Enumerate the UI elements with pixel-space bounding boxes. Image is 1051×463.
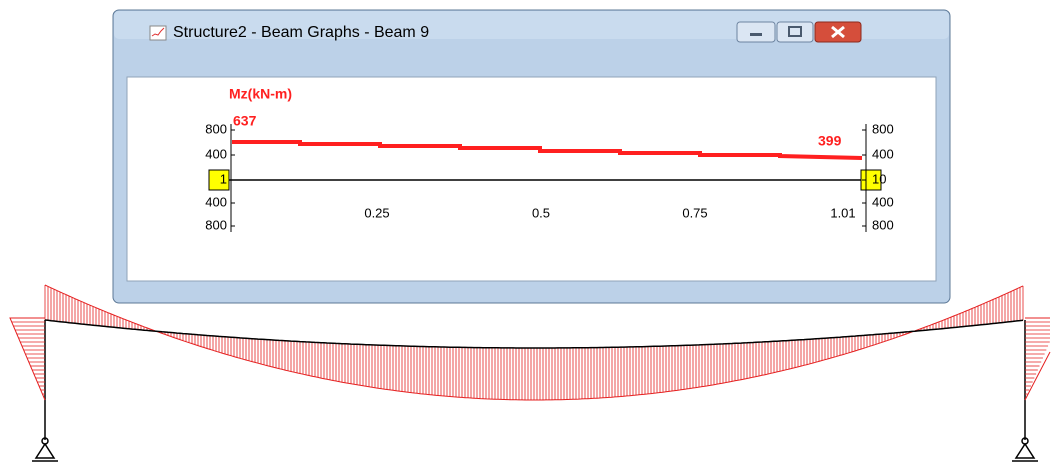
x-tick-label: 0.75 [682,205,707,220]
column-outline [9,317,46,401]
node-left [208,169,230,191]
left-tick-label: 400 [205,146,227,161]
x-tick-label: 0.25 [364,205,389,220]
window-title: Structure2 - Beam Graphs - Beam 9 [173,24,429,41]
beam [44,319,1024,349]
support-left [32,437,58,462]
graph-window: Structure2 - Beam Graphs - Beam 9 Mz(kN-… [112,9,951,304]
left-tick-label: 400 [205,194,227,209]
quantity-label: Mz(kN-m) [229,86,292,102]
column-outline [1024,317,1051,401]
right-tick-label: 400 [872,146,894,161]
maximize-button[interactable] [776,21,814,43]
x-tick-label: 1.01 [830,205,855,220]
minimize-button[interactable] [736,21,776,43]
left-tick-label: 1 [220,171,227,186]
graph-area [126,76,937,282]
right-tick-label: 800 [872,121,894,136]
right-tick-label: 800 [872,217,894,232]
end-value: 399 [818,133,842,149]
close-button[interactable] [814,21,862,43]
moment-curve [232,140,863,160]
start-value: 637 [233,113,257,129]
window-icon-graph [151,27,165,37]
right-tick-label: 400 [872,194,894,209]
moment-diagram [9,284,1051,440]
right-tick-label: 10 [872,171,886,186]
support-right [1012,437,1038,462]
moment-outline [44,284,1024,401]
left-tick-label: 800 [205,217,227,232]
x-tick-label: 0.5 [532,205,550,220]
left-tick-label: 800 [205,121,227,136]
